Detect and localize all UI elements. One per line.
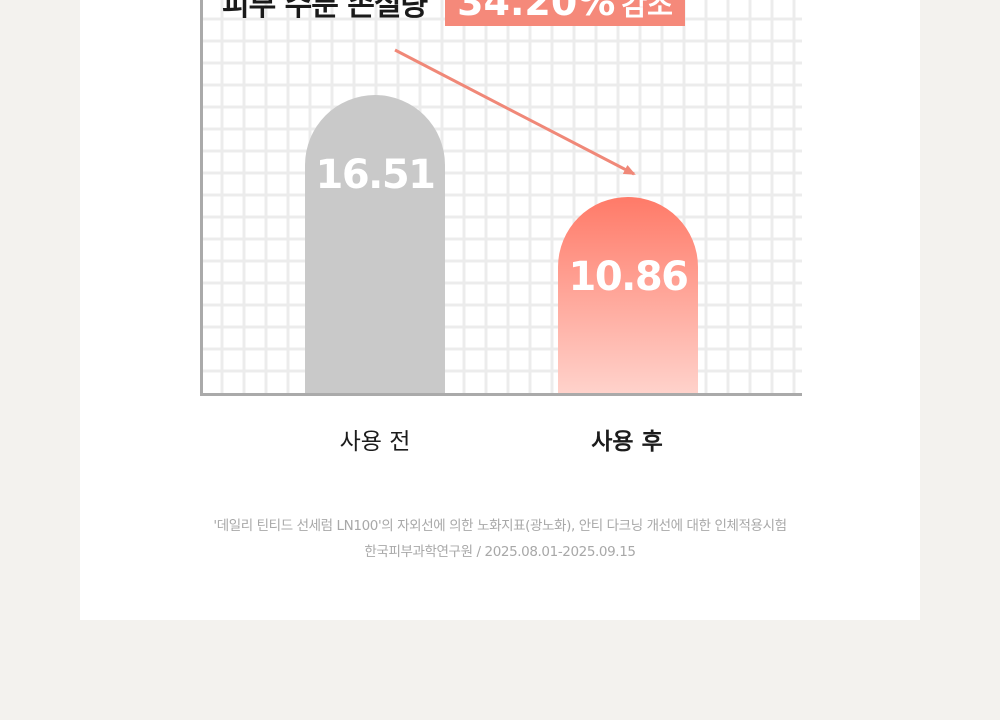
category-label-after: 사용 후	[591, 429, 663, 455]
headline-text: 피부 수분 손실량	[222, 0, 428, 23]
chart-grid	[200, 0, 802, 393]
bar-after-value-label: 10.86	[568, 254, 687, 300]
footnote-study: '데일리 틴티드 선세럼 LN100'의 자외선에 의한 노화지표(광노화), …	[213, 518, 787, 534]
badge-suffix: 감소	[621, 0, 673, 22]
bars: 16.51 10.86	[305, 95, 698, 393]
footnote-institute: 한국피부과학연구원 / 2025.08.01-2025.09.15	[364, 544, 636, 560]
bar-chart: 16.51 10.86	[200, 0, 802, 396]
bar-before	[305, 95, 445, 393]
badge-value: 34.20%	[457, 0, 616, 24]
decrease-arrow	[394, 48, 636, 176]
category-label-before: 사용 전	[339, 429, 411, 455]
bar-before-value-label: 16.51	[315, 152, 434, 198]
bar-after	[558, 196, 698, 393]
decrease-badge: 34.20% 감소	[445, 0, 685, 26]
headline: 피부 수분 손실량 34.20% 감소	[222, 0, 685, 26]
chart-area: 16.51 10.86	[200, 0, 802, 396]
